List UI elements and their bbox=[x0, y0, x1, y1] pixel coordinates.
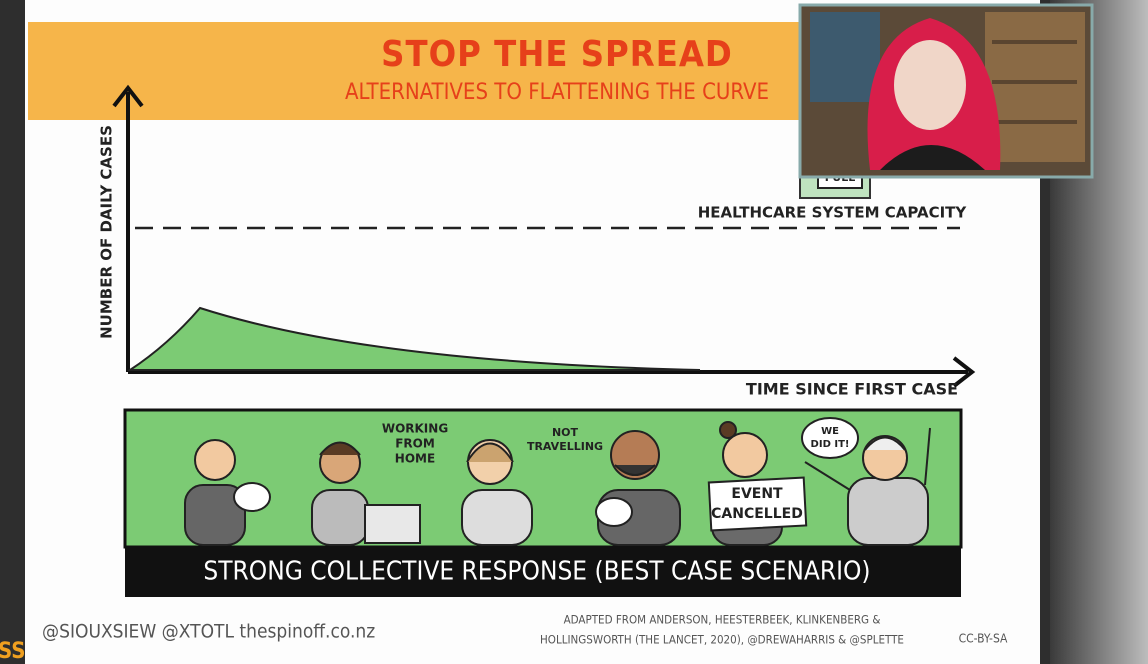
y-axis-label: NUMBER OF DAILY CASES bbox=[98, 125, 116, 339]
title: STOP THE SPREAD bbox=[381, 34, 733, 75]
person-bald bbox=[595, 430, 681, 546]
bubble-travel: NOT TRAVELLING bbox=[527, 426, 603, 453]
sign-text: CANCELLED bbox=[711, 506, 803, 522]
subtitle: ALTERNATIVES TO FLATTENING THE CURVE bbox=[345, 80, 769, 105]
sign-text: EVENT bbox=[731, 486, 783, 502]
person-cheering bbox=[804, 427, 931, 546]
webcam bbox=[798, 3, 1094, 179]
bubble-text: NOT bbox=[552, 426, 579, 439]
person-phone bbox=[461, 439, 533, 546]
edge-text: SS bbox=[0, 639, 26, 664]
attribution: ADAPTED FROM ANDERSON, HEESTERBEEK, KLIN… bbox=[564, 613, 881, 627]
bubble-home: WORKING FROM HOME bbox=[382, 422, 448, 466]
bubble-text: WORKING bbox=[382, 422, 448, 436]
event-sign: EVENT CANCELLED bbox=[707, 476, 808, 532]
bubble-did-it: WE DID IT! bbox=[801, 417, 859, 459]
bubble-text: FROM bbox=[395, 437, 435, 451]
case-curve bbox=[126, 306, 701, 371]
banner-text: STRONG COLLECTIVE RESPONSE (BEST CASE SC… bbox=[203, 557, 870, 587]
x-axis-label: TIME SINCE FIRST CASE bbox=[746, 380, 958, 399]
license: CC-BY-SA bbox=[959, 632, 1008, 646]
handles: @SIOUXSIEW @XTOTL thespinoff.co.nz bbox=[42, 621, 375, 643]
bubble-text: WE bbox=[821, 426, 839, 437]
x-arrow bbox=[952, 356, 976, 388]
title-band bbox=[28, 22, 803, 120]
person-home bbox=[311, 441, 421, 546]
bubble-text: HOME bbox=[395, 452, 435, 466]
people bbox=[184, 421, 931, 546]
banner bbox=[125, 547, 961, 597]
y-arrow bbox=[112, 84, 144, 108]
bubble-text: DID IT! bbox=[811, 439, 850, 450]
person-washing bbox=[184, 439, 271, 546]
bubble-text: TRAVELLING bbox=[527, 440, 603, 453]
capacity-label: HEALTHCARE SYSTEM CAPACITY bbox=[698, 204, 968, 222]
attribution: HOLLINGSWORTH (THE LANCET, 2020), @DREWA… bbox=[540, 633, 904, 647]
